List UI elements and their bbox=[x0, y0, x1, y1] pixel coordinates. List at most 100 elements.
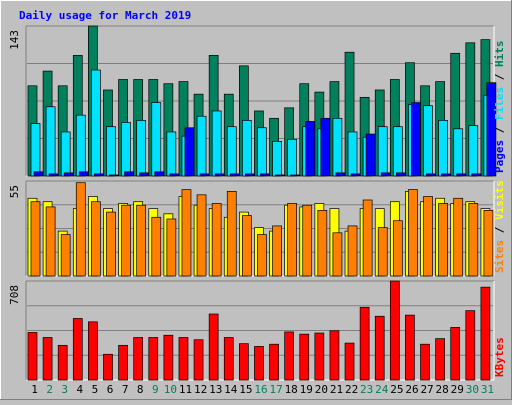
middle-bar-sites-17 bbox=[272, 225, 282, 277]
middle-bar-sites-19 bbox=[302, 204, 313, 277]
top-bar-pages-15 bbox=[245, 173, 255, 177]
bottom-bar-kbytes-5 bbox=[88, 321, 98, 381]
bottom-legend: KBytes bbox=[493, 337, 506, 377]
bottom-bar-kbytes-28 bbox=[435, 338, 445, 381]
top-bar-pages-6 bbox=[109, 174, 119, 177]
top-bar-files-2 bbox=[45, 106, 56, 177]
x-tick-label-6: 6 bbox=[107, 383, 114, 396]
middle-bar-sites-15 bbox=[242, 215, 252, 277]
bottom-bar-kbytes-22 bbox=[344, 342, 355, 381]
bottom-bar-kbytes-26 bbox=[405, 314, 415, 381]
bottom-bar-kbytes-25 bbox=[389, 280, 400, 381]
middle-bar-sites-9 bbox=[151, 216, 162, 277]
bottom-bar-kbytes-2 bbox=[42, 337, 53, 381]
top-bar-pages-5 bbox=[94, 173, 104, 177]
top-bar-pages-18 bbox=[290, 174, 300, 177]
x-tick-label-8: 8 bbox=[137, 383, 144, 396]
top-bar-pages-21 bbox=[335, 172, 346, 177]
bottom-bar-kbytes-31 bbox=[480, 286, 491, 381]
top-bar-files-25 bbox=[392, 126, 403, 177]
top-bar-pages-4 bbox=[78, 171, 89, 177]
top-bar-files-12 bbox=[196, 115, 207, 177]
x-tick-label-10: 10 bbox=[164, 383, 177, 396]
top-bar-files-6 bbox=[106, 126, 116, 177]
middle-bar-sites-27 bbox=[423, 196, 433, 277]
bottom-bar-kbytes-30 bbox=[465, 310, 476, 381]
x-tick-label-21: 21 bbox=[330, 383, 343, 396]
x-tick-label-24: 24 bbox=[375, 383, 389, 396]
x-tick-label-31: 31 bbox=[481, 383, 494, 396]
bottom-bar-kbytes-10 bbox=[163, 334, 174, 381]
x-tick-label-13: 13 bbox=[209, 383, 222, 396]
x-tick-label-28: 28 bbox=[436, 383, 449, 396]
top-bar-files-8 bbox=[136, 120, 147, 177]
bottom-bar-kbytes-14 bbox=[223, 337, 234, 381]
x-tick-label-30: 30 bbox=[466, 383, 479, 396]
top-legend-hits: Hits bbox=[493, 41, 506, 68]
bottom-bar-kbytes-15 bbox=[239, 343, 249, 381]
bottom-legend-kbytes: KBytes bbox=[493, 337, 506, 377]
x-tick-label-18: 18 bbox=[285, 383, 298, 396]
middle-bar-sites-13 bbox=[211, 203, 222, 277]
middle-bar-sites-24 bbox=[377, 227, 388, 277]
x-tick-label-1: 1 bbox=[31, 383, 38, 396]
top-bar-pages-16 bbox=[260, 173, 270, 177]
middle-bar-sites-28 bbox=[438, 203, 448, 277]
middle-bar-sites-12 bbox=[196, 194, 207, 277]
top-bar-pages-13 bbox=[214, 173, 225, 177]
bottom-bar-kbytes-27 bbox=[420, 343, 430, 381]
x-tick-label-26: 26 bbox=[405, 383, 418, 396]
middle-bar-sites-11 bbox=[181, 189, 192, 277]
top-bar-files-16 bbox=[257, 127, 267, 177]
bottom-bar-kbytes-7 bbox=[118, 344, 128, 381]
top-bar-files-17 bbox=[272, 141, 282, 177]
x-tick-label-27: 27 bbox=[420, 383, 433, 396]
middle-bar-sites-6 bbox=[106, 211, 116, 277]
top-bar-files-18 bbox=[287, 138, 297, 177]
bottom-max-label: 708 bbox=[8, 285, 21, 305]
top-legend-separator: / bbox=[493, 120, 506, 140]
top-bar-pages-25 bbox=[395, 172, 406, 177]
top-max-label: 143 bbox=[8, 30, 21, 50]
x-tick-label-25: 25 bbox=[390, 383, 403, 396]
top-bar-pages-27 bbox=[426, 173, 436, 177]
bottom-bar-kbytes-19 bbox=[299, 333, 310, 381]
x-tick-label-7: 7 bbox=[122, 383, 129, 396]
top-bar-files-1 bbox=[30, 123, 41, 177]
top-bar-pages-28 bbox=[441, 173, 451, 177]
x-tick-label-3: 3 bbox=[61, 383, 68, 396]
bottom-bar-kbytes-16 bbox=[254, 346, 264, 381]
top-bar-pages-12 bbox=[199, 173, 210, 177]
x-tick-label-11: 11 bbox=[179, 383, 192, 396]
bottom-bar-kbytes-23 bbox=[359, 306, 370, 381]
middle-bar-sites-26 bbox=[408, 189, 418, 277]
x-tick-label-29: 29 bbox=[451, 383, 464, 396]
top-bar-files-27 bbox=[423, 105, 433, 177]
x-tick-label-15: 15 bbox=[239, 383, 252, 396]
middle-legend-visits: Visits bbox=[493, 180, 506, 220]
bottom-bar-kbytes-12 bbox=[193, 339, 204, 381]
top-legend-files: Files bbox=[493, 87, 506, 120]
top-bar-pages-31 bbox=[486, 82, 497, 177]
top-bar-files-9 bbox=[151, 102, 162, 177]
chart-title: Daily usage for March 2019 bbox=[19, 9, 191, 22]
bottom-bar-kbytes-29 bbox=[450, 327, 461, 381]
top-bar-files-22 bbox=[347, 131, 358, 177]
top-bar-pages-30 bbox=[471, 173, 482, 177]
bottom-bar-kbytes-8 bbox=[133, 337, 144, 381]
bottom-bar-kbytes-4 bbox=[72, 318, 83, 381]
top-bar-files-29 bbox=[453, 128, 464, 177]
middle-bar-sites-2 bbox=[45, 206, 56, 277]
top-bar-pages-20 bbox=[320, 117, 331, 177]
bottom-bar-kbytes-24 bbox=[374, 315, 385, 381]
top-bar-files-13 bbox=[211, 110, 222, 177]
middle-legend-separator: / bbox=[493, 220, 506, 240]
top-bar-pages-17 bbox=[275, 174, 285, 177]
bottom-bar-kbytes-13 bbox=[208, 313, 219, 381]
top-bar-files-24 bbox=[377, 126, 388, 177]
middle-max-label: 55 bbox=[8, 185, 21, 198]
x-tick-label-9: 9 bbox=[152, 383, 159, 396]
middle-bar-sites-20 bbox=[317, 210, 328, 277]
middle-bar-sites-16 bbox=[257, 234, 267, 277]
bottom-bar-kbytes-17 bbox=[269, 343, 279, 381]
